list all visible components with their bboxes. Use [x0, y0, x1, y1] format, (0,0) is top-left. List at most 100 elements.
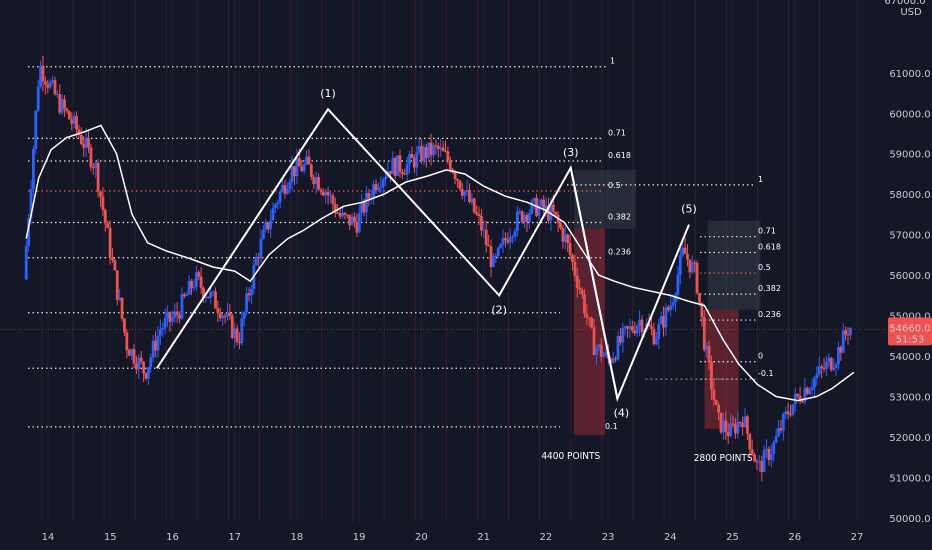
candle	[518, 211, 522, 213]
candle	[41, 65, 45, 82]
candle	[508, 237, 512, 243]
candle	[51, 80, 54, 83]
fib-label-left: 0.618	[608, 151, 631, 160]
candle	[652, 329, 656, 345]
candle	[168, 312, 172, 322]
candle	[324, 192, 328, 196]
fib-label-right: 0	[758, 352, 763, 361]
candle	[654, 339, 658, 345]
candle	[211, 291, 215, 293]
candle	[149, 357, 153, 368]
candle	[650, 326, 653, 330]
candle	[199, 276, 203, 288]
candle	[523, 215, 526, 223]
candle	[825, 361, 828, 370]
candle	[412, 158, 416, 168]
candle	[70, 119, 74, 124]
time-axis-label: 23	[602, 532, 615, 543]
candle	[326, 192, 330, 196]
last-price-tag	[888, 317, 932, 346]
candle	[542, 199, 546, 210]
candle	[46, 84, 50, 88]
candle	[137, 357, 141, 370]
candle	[403, 173, 407, 175]
candle	[257, 256, 261, 259]
candle	[393, 158, 397, 177]
candle	[688, 259, 692, 273]
candle	[357, 212, 361, 233]
candle	[722, 420, 725, 433]
candle	[161, 327, 165, 330]
candle	[348, 214, 352, 226]
candle	[381, 179, 385, 187]
candle	[717, 404, 721, 413]
candle	[757, 460, 761, 462]
candle	[48, 82, 52, 88]
candle	[427, 142, 431, 158]
candle	[235, 328, 239, 343]
candle	[247, 293, 251, 296]
candle	[420, 146, 423, 162]
candle	[829, 357, 833, 370]
time-axis-label: 27	[851, 532, 864, 543]
candle	[769, 453, 773, 461]
candle	[700, 302, 704, 318]
candle	[559, 223, 562, 229]
candle	[67, 111, 71, 120]
candle	[434, 145, 438, 147]
drop-annotation: 2800 POINTS	[694, 453, 753, 464]
candle	[492, 256, 495, 267]
candle	[796, 393, 800, 396]
candle	[604, 351, 608, 356]
candle	[798, 395, 802, 402]
candle	[355, 221, 359, 233]
candle	[55, 94, 59, 96]
candle	[745, 416, 749, 434]
price-axis-label: 57000.0	[889, 231, 930, 242]
candle	[209, 292, 213, 298]
candle	[784, 411, 788, 415]
candle	[674, 294, 677, 303]
time-axis	[0, 522, 932, 550]
candle	[563, 234, 567, 242]
candle	[458, 180, 462, 189]
candle	[774, 436, 778, 443]
candle	[372, 184, 376, 199]
candle	[415, 152, 419, 168]
moving-average-line	[25, 124, 855, 402]
candle	[817, 366, 821, 375]
candle	[329, 195, 332, 197]
candle	[547, 205, 550, 221]
candle	[815, 374, 819, 379]
candle	[214, 291, 217, 309]
candle	[135, 363, 138, 370]
candle	[726, 431, 730, 437]
candle	[163, 318, 167, 328]
candle	[408, 154, 411, 165]
candle	[424, 147, 428, 158]
time-axis-label: 20	[415, 532, 428, 543]
candle	[671, 302, 675, 306]
candle	[305, 156, 308, 164]
candle	[762, 449, 766, 473]
candle	[597, 344, 601, 348]
candle	[278, 191, 282, 203]
candle	[640, 319, 644, 333]
candle	[793, 393, 797, 405]
fib-label-right: 0.618	[758, 242, 781, 251]
price-axis-unit: USD	[900, 7, 922, 18]
candle	[441, 147, 445, 152]
candle	[295, 158, 299, 177]
candle	[365, 193, 368, 213]
candle	[187, 280, 191, 295]
candle	[561, 228, 565, 242]
candle	[803, 387, 807, 402]
candle	[173, 311, 177, 318]
candle	[39, 65, 42, 87]
fib-label-left: 0.1	[605, 422, 618, 431]
price-axis-label: 58000.0	[889, 190, 930, 201]
candle	[527, 213, 531, 223]
